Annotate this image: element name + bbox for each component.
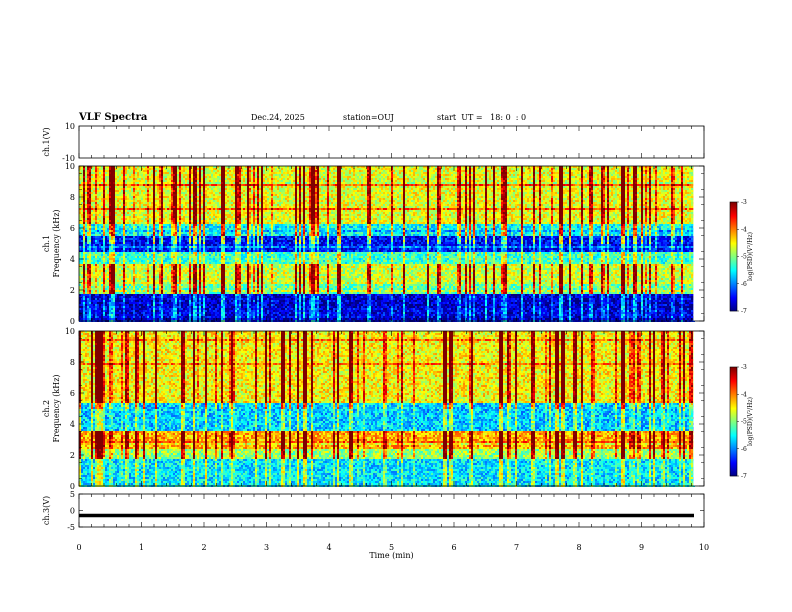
- y-tick-label: 10: [65, 327, 75, 336]
- colorbar-tick-label: -7: [741, 308, 747, 315]
- x-axis-label: Time (min): [369, 551, 413, 560]
- y-tick-label: 4: [70, 420, 75, 429]
- x-tick-label: 4: [326, 543, 331, 552]
- y-tick-label: -5: [67, 523, 75, 532]
- colorbar: [730, 202, 737, 311]
- x-tick-label: 2: [201, 543, 206, 552]
- y-tick-label: 6: [70, 224, 75, 233]
- y-tick-label: 10: [65, 122, 75, 131]
- x-tick-label: 9: [639, 543, 644, 552]
- x-tick-label: 1: [139, 543, 144, 552]
- y-tick-label: 0: [70, 317, 75, 326]
- channel-label: ch.2: [42, 400, 51, 417]
- colorbar-label: log(PSD)(V²/Hz): [747, 397, 754, 446]
- y-tick-label: 6: [70, 389, 75, 398]
- colorbar-label: log(PSD)(V²/Hz): [747, 232, 754, 281]
- y-tick-label: 4: [70, 255, 75, 264]
- x-tick-label: 6: [451, 543, 456, 552]
- colorbar: [730, 367, 737, 476]
- y-tick-label: 8: [70, 193, 75, 202]
- x-tick-label: 10: [699, 543, 709, 552]
- y-tick-label: 10: [65, 162, 75, 171]
- x-tick-label: 7: [514, 543, 519, 552]
- colorbar-tick-label: -3: [741, 364, 747, 371]
- colorbar-tick-label: -3: [741, 199, 747, 206]
- y-axis-label: Frequency (kHz): [52, 374, 61, 442]
- y-tick-label: 0: [70, 507, 75, 516]
- y-axis-label: Frequency (kHz): [52, 209, 61, 277]
- x-tick-label: 0: [76, 543, 81, 552]
- y-tick-label: 8: [70, 358, 75, 367]
- y-axis-label: ch.3(V): [42, 496, 51, 525]
- colorbar-tick-label: -7: [741, 473, 747, 480]
- y-tick-label: 2: [70, 451, 75, 460]
- spectrogram-ch2: [79, 331, 704, 487]
- x-tick-label: 8: [576, 543, 581, 552]
- spectrogram-ch1: [79, 166, 704, 322]
- y-tick-label: 5: [70, 490, 75, 499]
- y-axis-label: ch.1(V): [42, 127, 51, 156]
- channel-label: ch.1: [42, 235, 51, 252]
- x-tick-label: 3: [264, 543, 269, 552]
- y-tick-label: 2: [70, 286, 75, 295]
